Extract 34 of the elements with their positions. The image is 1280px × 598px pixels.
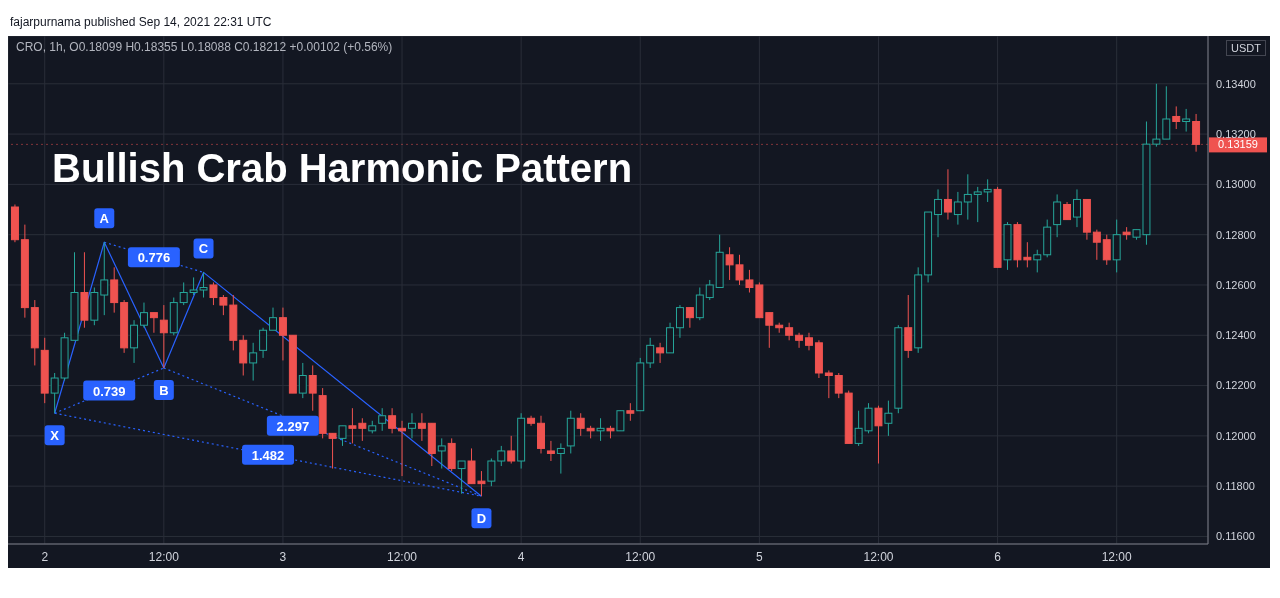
x-tick-label: 6	[994, 549, 1002, 564]
x-tick-label: 12:00	[625, 549, 656, 564]
annotation: X	[50, 428, 60, 444]
x-tick-label: 12:00	[148, 549, 180, 564]
annotation: D	[476, 511, 487, 527]
x-tick-label: 4	[517, 549, 525, 564]
y-tick-label: 0.12600	[1216, 278, 1256, 291]
x-tick-label: 12:00	[1101, 549, 1133, 564]
annotation: 0.776	[137, 250, 171, 266]
text: fajarpurnama published Sep 14, 2021 22:31 UTC	[10, 15, 272, 29]
y-tick-label: 0.13200	[1216, 127, 1256, 140]
text: Bullish Crab Harmonic Pattern	[52, 146, 633, 191]
annotation: 1.482	[251, 447, 285, 463]
x-tick-label: 12:00	[863, 549, 894, 564]
x-tick-label: 12:00	[387, 549, 418, 564]
annotation: A	[99, 211, 110, 227]
y-tick-label: 0.12000	[1216, 429, 1256, 442]
chart-subtitle: CRO, 1h, O0.18099 H0.18355 L0.18088 C0.18212 +0.00102 (+0.56%)	[16, 40, 393, 54]
annotation: C	[198, 241, 209, 257]
y-tick-label: 0.11800	[1216, 480, 1255, 493]
annotation: 2.297	[276, 418, 310, 434]
y-tick-label: 0.13400	[1216, 77, 1256, 90]
annotation: B	[159, 382, 169, 398]
y-tick-label: 0.12200	[1216, 379, 1256, 392]
x-tick-label: 5	[756, 549, 764, 564]
y-tick-label: 0.11600	[1216, 530, 1255, 543]
y-tick-label: 0.13000	[1216, 178, 1256, 191]
y-axis-title: USDT	[1226, 40, 1266, 56]
annotation: 0.739	[92, 383, 126, 399]
ref-line-label: 0.13159	[1218, 138, 1258, 151]
y-tick-label: 0.12800	[1216, 228, 1256, 241]
x-tick-label: 2	[41, 549, 49, 564]
x-tick-label: 3	[279, 549, 287, 564]
y-tick-label: 0.12400	[1216, 329, 1256, 342]
